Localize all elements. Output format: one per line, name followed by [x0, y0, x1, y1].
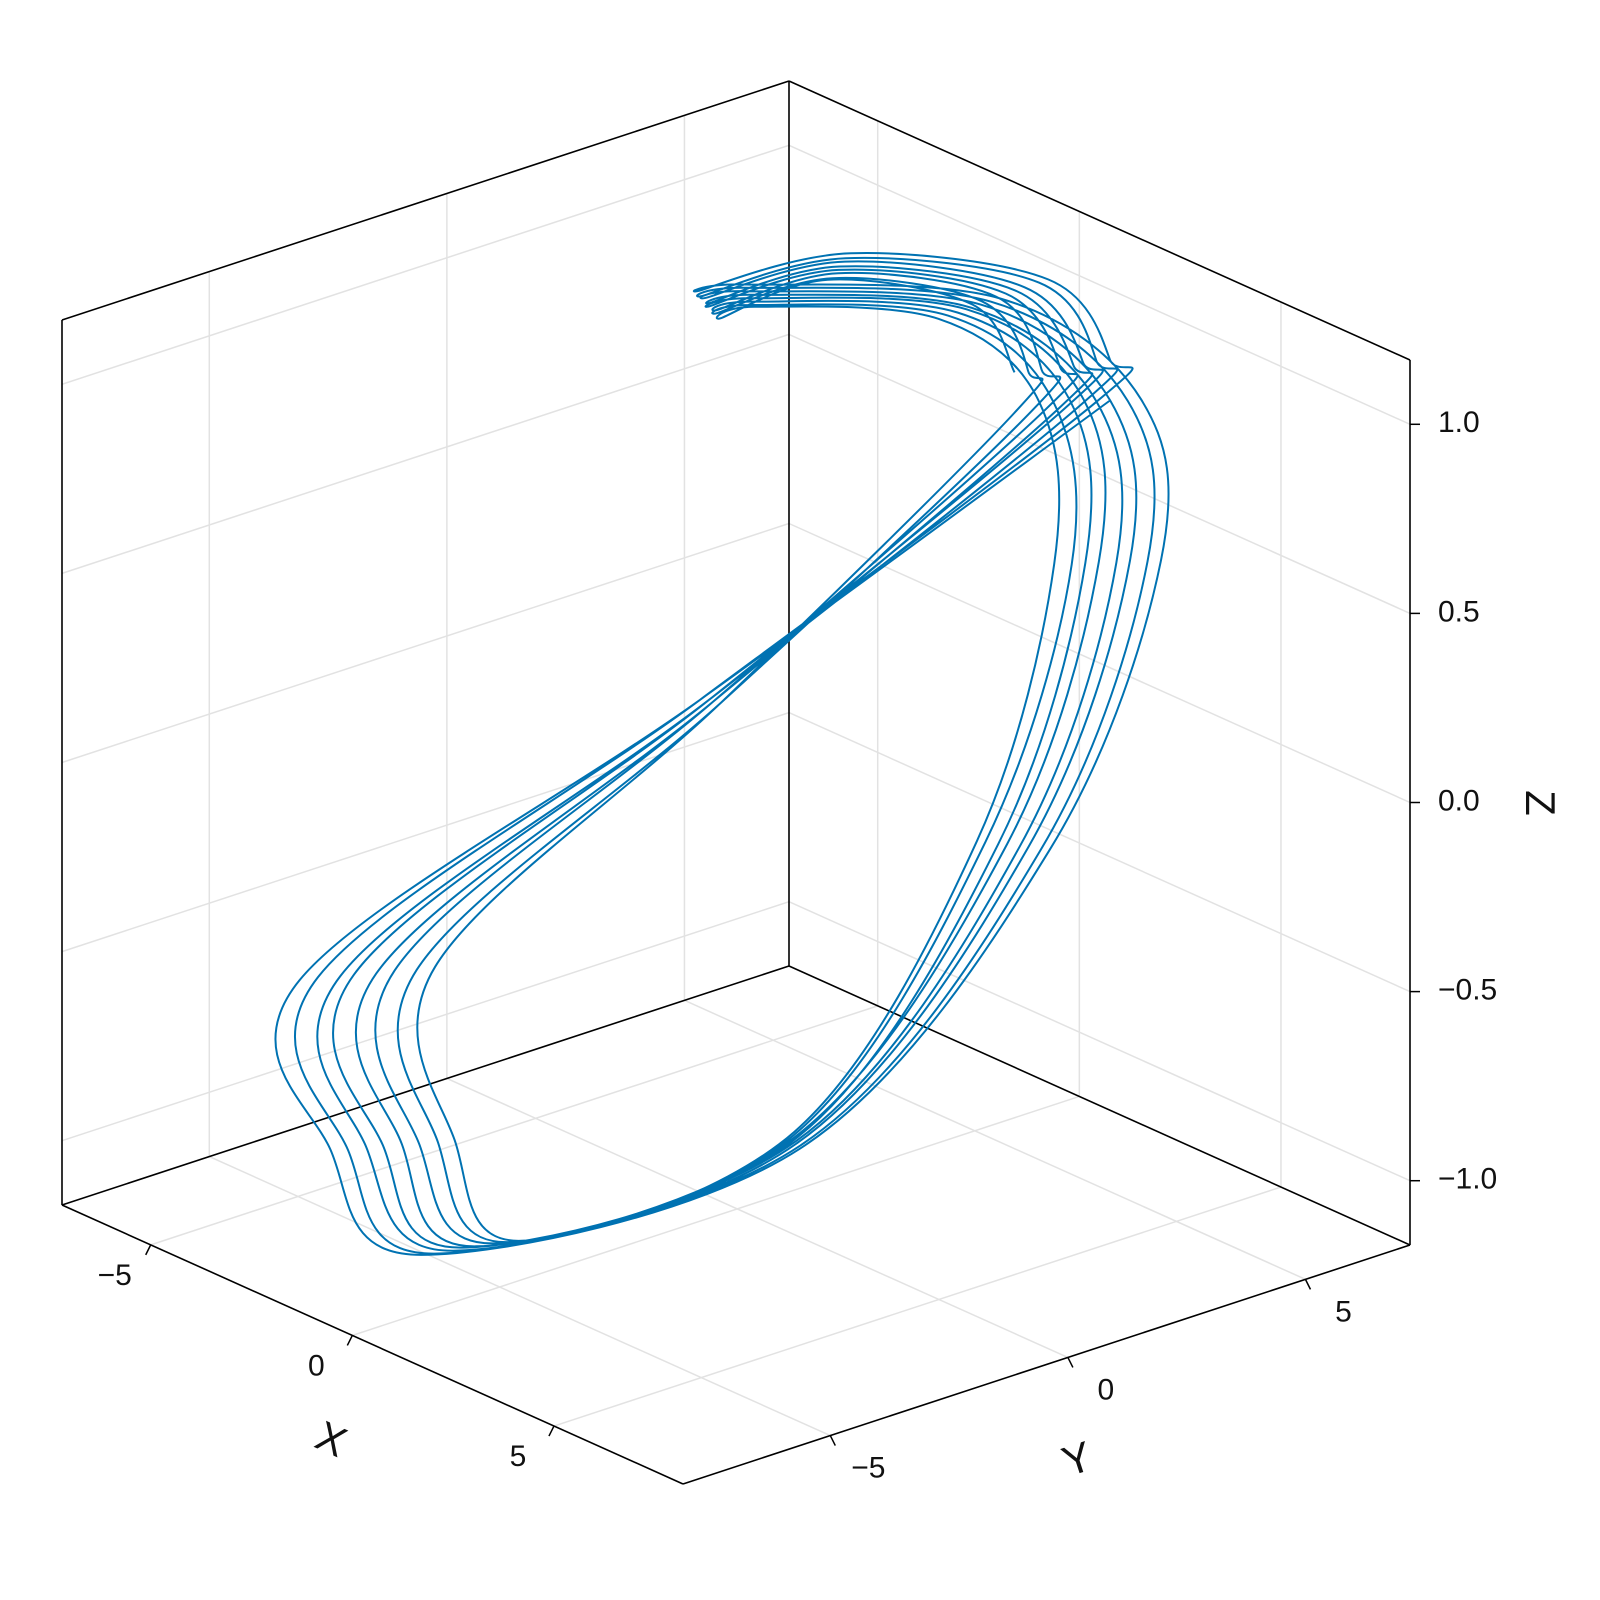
- grid-line: [788, 144, 1411, 425]
- x-tick-label: 5: [510, 1440, 527, 1473]
- y-tick: [829, 1435, 836, 1446]
- grid: [61, 115, 1411, 1437]
- grid-line: [553, 1186, 1282, 1427]
- axis-line: [788, 965, 1411, 1246]
- grid-line: [684, 999, 1306, 1281]
- z-tick-label: 0.5: [1438, 595, 1480, 628]
- grid-line: [61, 711, 790, 953]
- grid-line: [446, 1077, 1069, 1359]
- grid-line: [61, 333, 790, 575]
- grid-line: [788, 522, 1411, 804]
- x-tick: [548, 1425, 555, 1437]
- axis-line: [682, 1244, 1411, 1485]
- x-tick-label: 0: [308, 1349, 325, 1382]
- grid-line: [788, 901, 1411, 1182]
- axis-line: [61, 965, 790, 1206]
- z-tick-label: 1.0: [1438, 406, 1480, 439]
- axis-line: [788, 80, 1411, 361]
- grid-line: [788, 711, 1411, 993]
- axes: −5 0 5 −5 0 5 −1.0 −0.5 0.0 0.5 1.0: [98, 406, 1498, 1484]
- z-tick-label: 0.0: [1438, 784, 1480, 817]
- z-tick-label: −1.0: [1438, 1163, 1497, 1196]
- grid-line: [352, 1095, 1080, 1337]
- axis-line: [61, 1204, 684, 1485]
- y-tick: [1304, 1279, 1312, 1290]
- grid-line: [208, 1155, 831, 1437]
- z-axis-title: Z: [1517, 790, 1564, 816]
- plot-area: [274, 252, 1170, 1256]
- y-tick-label: 5: [1335, 1295, 1352, 1328]
- x-tick: [145, 1244, 152, 1256]
- x-tick: [346, 1335, 354, 1346]
- x-tick-label: −5: [98, 1259, 132, 1292]
- grid-line: [61, 900, 790, 1142]
- x-axis-title: X: [309, 1412, 354, 1466]
- y-axis-title: Y: [1056, 1432, 1097, 1485]
- grid-line: [150, 1005, 878, 1246]
- grid-line: [788, 333, 1411, 615]
- y-tick-label: −5: [851, 1451, 885, 1484]
- grid-line: [61, 522, 790, 764]
- trajectory-line: [274, 252, 1170, 1256]
- y-tick: [1067, 1357, 1074, 1368]
- grid-line: [61, 144, 790, 386]
- y-tick-label: 0: [1098, 1373, 1115, 1406]
- axis-line: [61, 80, 790, 321]
- z-tick-label: −0.5: [1438, 974, 1497, 1007]
